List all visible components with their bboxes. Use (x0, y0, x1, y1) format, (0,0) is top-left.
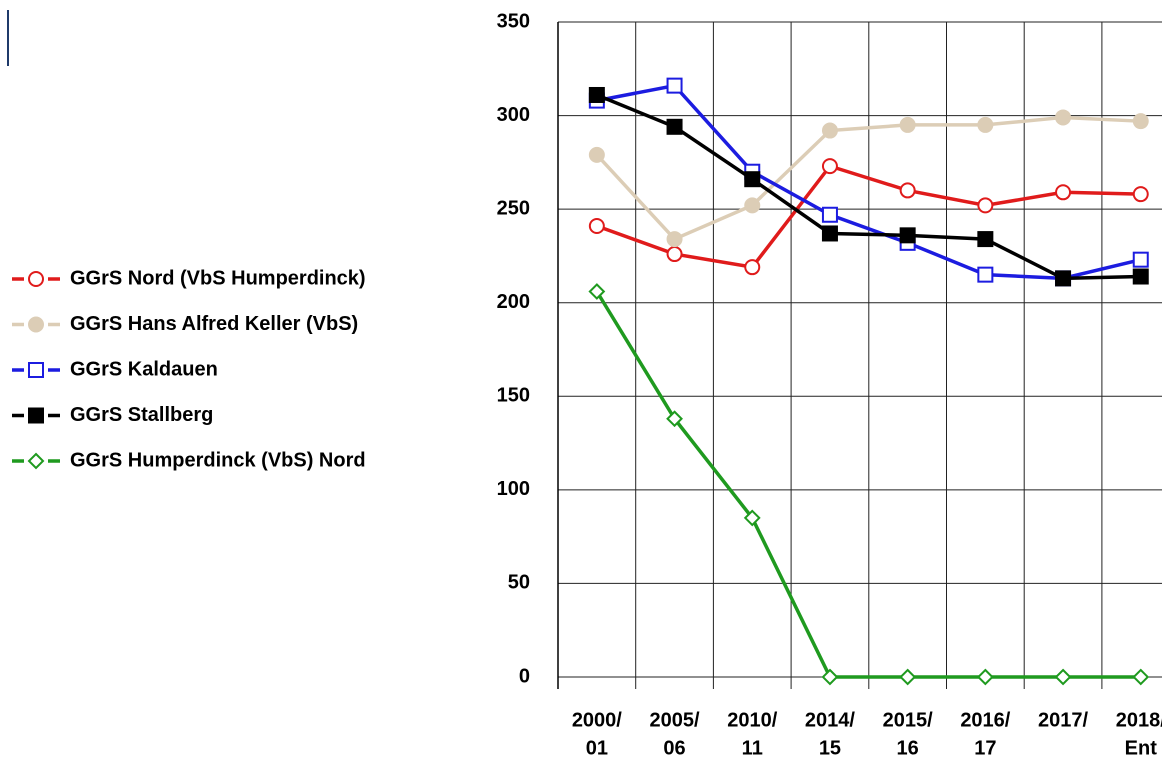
data-point (1132, 251, 1149, 268)
data-point (821, 206, 838, 223)
data-point (1054, 668, 1072, 686)
data-point (977, 266, 994, 283)
y-tick-label: 350 (497, 10, 530, 32)
x-tick-label: 01 (586, 737, 608, 759)
data-point (666, 231, 683, 248)
y-tick-label: 300 (497, 104, 530, 126)
series (588, 283, 1150, 686)
series-line (596, 83, 1142, 281)
x-tick-label: 2015/ (883, 709, 933, 731)
x-tick-label: 11 (742, 737, 763, 759)
data-point (744, 197, 761, 214)
data-point (899, 182, 916, 199)
x-tick-label: 2010/ (727, 709, 777, 731)
data-point (1055, 109, 1072, 126)
y-tick-label: 250 (497, 197, 530, 219)
x-tick-label: 16 (897, 737, 919, 759)
x-tick-label: 2014/ (805, 709, 855, 731)
legend-label: GGrS Humperdinck (VbS) Nord (70, 449, 366, 471)
data-point (1055, 270, 1072, 287)
data-point (976, 668, 994, 686)
x-tick-label: Ent (1125, 737, 1158, 759)
data-point (1132, 186, 1149, 203)
legend-label: GGrS Stallberg (70, 404, 213, 426)
legend-marker (27, 452, 45, 470)
data-point (977, 197, 994, 214)
legend-label: GGrS Nord (VbS Humperdinck) (70, 267, 366, 289)
data-point (1132, 668, 1150, 686)
y-tick-label: 150 (497, 385, 530, 407)
x-tick-label: 17 (974, 737, 996, 759)
data-point (899, 227, 916, 244)
data-point (666, 246, 683, 263)
series-line (595, 290, 1141, 679)
legend-marker (28, 316, 44, 333)
data-point (588, 217, 605, 234)
data-point (977, 231, 994, 248)
y-tick-label: 0 (519, 665, 530, 687)
x-tick-label: 2000/ (572, 709, 622, 731)
data-point (744, 259, 761, 276)
legend-label: GGrS Hans Alfred Keller (VbS) (70, 313, 358, 335)
x-tick-label: 2016/ (960, 709, 1010, 731)
data-point (821, 158, 838, 175)
data-point (1132, 268, 1149, 285)
x-tick-label: 2017/ (1038, 709, 1088, 731)
y-tick-label: 50 (508, 572, 530, 594)
data-point (977, 116, 994, 133)
y-tick-label: 200 (497, 291, 530, 313)
data-point (743, 509, 761, 527)
x-tick-label: 2005/ (650, 709, 700, 731)
data-point (821, 668, 839, 686)
series-line (596, 93, 1141, 281)
data-point (821, 225, 838, 242)
legend-marker (28, 407, 44, 424)
data-point (666, 118, 683, 135)
legend-marker (28, 271, 44, 287)
data-point (588, 86, 605, 103)
data-point (744, 171, 761, 188)
legend-marker (28, 362, 44, 378)
series-line (595, 115, 1141, 242)
data-point (666, 77, 683, 94)
x-tick-label: 15 (819, 737, 841, 759)
x-tick-label: 2018/ (1116, 709, 1162, 731)
data-point (588, 146, 605, 163)
x-tick-label: 06 (663, 737, 685, 759)
data-point (821, 122, 838, 139)
series (588, 86, 1149, 287)
data-point (1132, 113, 1149, 130)
data-point (588, 283, 606, 300)
y-tick-label: 100 (497, 478, 530, 500)
data-point (899, 116, 916, 133)
series (588, 109, 1149, 248)
data-point (666, 410, 683, 428)
data-point (899, 668, 917, 686)
series-line (596, 164, 1141, 270)
legend-label: GGrS Kaldauen (70, 358, 218, 380)
data-point (1055, 184, 1072, 201)
